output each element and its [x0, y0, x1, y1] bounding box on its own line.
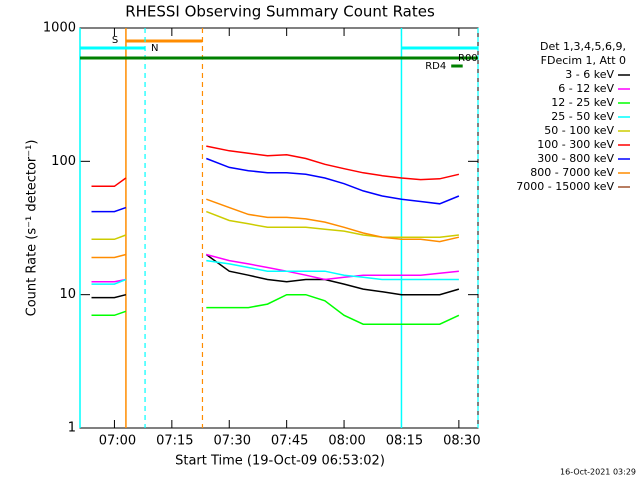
- legend-label: 6 - 12 keV: [558, 82, 614, 95]
- x-tick-label: 08:00: [328, 434, 365, 449]
- legend-header: Det 1,3,4,5,6,9,: [540, 40, 626, 53]
- x-tick-label: 07:45: [271, 434, 308, 449]
- legend-label: 800 - 7000 keV: [530, 166, 614, 179]
- legend-label: 25 - 50 keV: [551, 110, 614, 123]
- y-tick-label: 1000: [43, 21, 76, 36]
- legend-label: 50 - 100 keV: [544, 124, 614, 137]
- x-axis-label: Start Time (19-Oct-09 06:53:02): [175, 454, 385, 469]
- flag-label: N: [151, 43, 158, 54]
- x-tick-label: 07:00: [99, 434, 136, 449]
- series-line: [91, 198, 460, 259]
- legend-label: 12 - 25 keV: [551, 96, 614, 109]
- x-tick-label: 08:15: [386, 434, 423, 449]
- chart-title: RHESSI Observing Summary Count Rates: [125, 3, 435, 21]
- legend-label: 3 - 6 keV: [565, 68, 614, 81]
- legend-label: 100 - 300 keV: [537, 138, 614, 151]
- legend-header: FDecim 1, Att 0: [541, 54, 626, 67]
- series-line: [91, 253, 460, 299]
- series-line: [91, 293, 460, 325]
- flag-label: S: [112, 35, 118, 46]
- y-tick-label: 10: [59, 287, 76, 302]
- series-line: [91, 210, 459, 241]
- y-tick-label: 100: [51, 154, 76, 169]
- legend-label: 300 - 800 keV: [537, 152, 614, 165]
- footer: 16-Oct-2021 03:29: [560, 468, 636, 477]
- series-line: [91, 253, 459, 283]
- flag-label: RD4: [425, 61, 446, 72]
- x-tick-label: 07:15: [156, 434, 193, 449]
- series-line: [91, 157, 460, 213]
- x-tick-label: 07:30: [214, 434, 251, 449]
- series-line: [91, 259, 459, 285]
- y-tick-label: 1: [68, 421, 76, 436]
- legend-label: 7000 - 15000 keV: [516, 180, 614, 193]
- y-axis-label: Count Rate (s⁻¹ detector⁻¹): [25, 140, 40, 317]
- flag-label: R00: [458, 53, 478, 64]
- series-line: [91, 145, 460, 188]
- x-tick-label: 08:30: [443, 434, 480, 449]
